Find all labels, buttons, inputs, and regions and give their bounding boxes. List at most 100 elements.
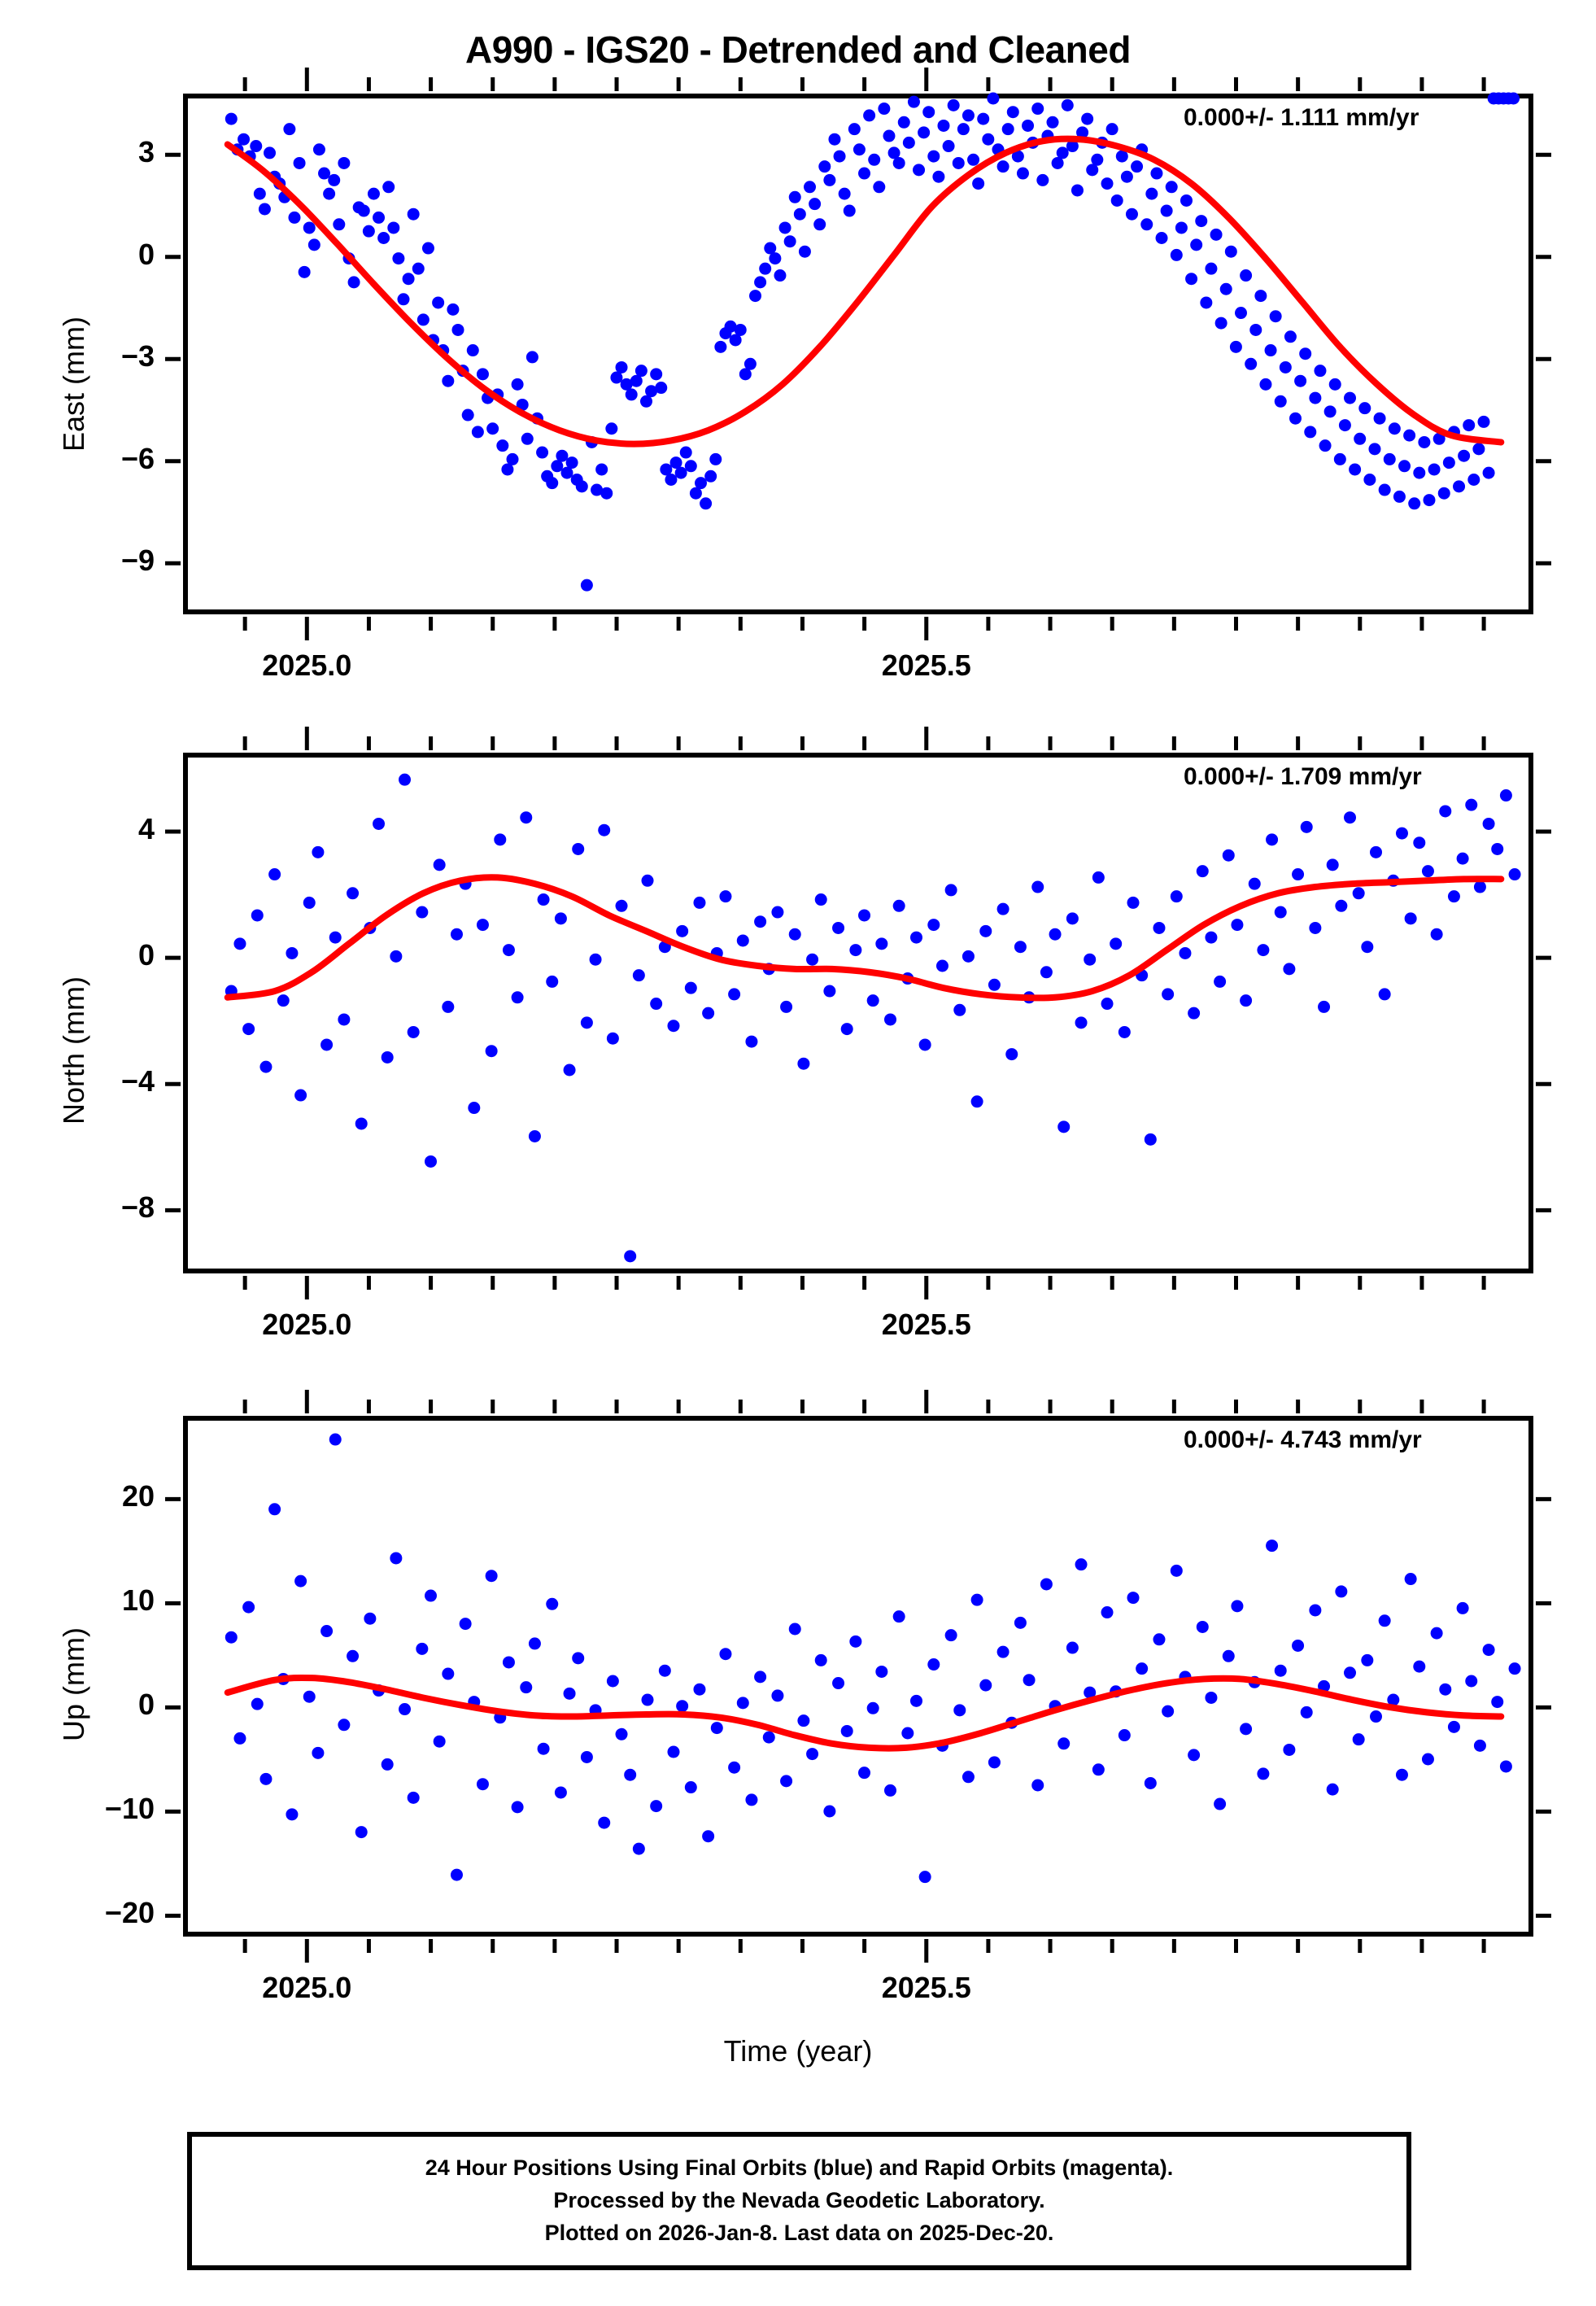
data-point [1101,177,1114,190]
data-point [828,133,841,146]
data-point [1294,374,1307,387]
data-point [1224,245,1237,258]
data-point [1222,1649,1235,1662]
data-point [1344,391,1357,404]
data-point [1447,890,1460,903]
data-point [1188,1007,1201,1020]
data-point [485,1045,498,1058]
data-point [676,924,689,937]
data-point [952,156,965,169]
data-point [506,452,519,465]
data-point [357,204,370,217]
data-point [416,313,430,326]
data-point [251,909,264,922]
data-point [875,1665,888,1678]
data-point [1508,1662,1521,1675]
data-point [390,950,403,963]
data-point [1205,1691,1218,1704]
plot-area-north[interactable] [183,753,1533,1273]
data-point [402,273,415,286]
data-point [1222,849,1235,862]
data-point [1430,928,1443,941]
data-point [259,1772,273,1785]
data-point [1370,1710,1382,1723]
data-point [1205,262,1218,275]
data-point [390,1552,403,1565]
data-point [754,915,767,928]
data-point [1023,1674,1036,1687]
data-point [450,928,463,941]
data-point [1162,1705,1175,1718]
data-point [1482,1644,1495,1657]
plot-area-up[interactable] [183,1416,1533,1937]
data-point [1274,906,1287,919]
data-point [1269,310,1282,323]
data-point [528,1129,541,1142]
data-point [1219,282,1232,295]
data-point [823,1805,836,1818]
data-point [432,296,445,309]
data-point [1309,391,1322,404]
data-point [1413,466,1426,479]
data-point [551,460,564,473]
caption-line-2: Processed by the Nevada Geodetic Laborat… [553,2188,1045,2213]
data-point [407,1025,420,1038]
data-point [442,374,455,387]
data-point [268,1503,281,1516]
data-point [1393,490,1406,503]
data-point [814,1653,827,1666]
data-point [962,109,975,122]
data-point [329,931,342,944]
data-point [1110,194,1123,207]
data-point [676,1700,689,1713]
data-point [1323,405,1337,418]
data-point [1284,330,1297,343]
data-point [1344,811,1357,824]
data-point [442,1000,455,1013]
data-point [1081,112,1094,125]
data-point [1442,456,1455,469]
data-point [724,320,737,333]
data-point [476,1778,489,1791]
data-point [849,1635,862,1648]
data-point [967,153,980,166]
data-point [286,946,299,959]
data-point [1245,357,1258,370]
data-point [1456,1601,1469,1614]
data-point [521,432,534,445]
caption-line-3: Plotted on 2026-Jan-8. Last data on 2025… [544,2220,1054,2245]
x-tick-label: 2025.5 [881,1971,971,2004]
data-point [1482,817,1495,830]
data-point [468,1102,481,1115]
plot-area-east[interactable] [183,92,1533,614]
data-point [922,106,935,119]
data-point [719,890,732,903]
data-point [1453,480,1466,493]
data-point [684,1781,697,1794]
data-point [674,466,687,479]
data-point [1274,1664,1287,1677]
data-point [563,1063,576,1077]
data-point [832,1677,845,1690]
data-point [1075,1558,1088,1571]
data-point [1170,890,1183,903]
data-point [1240,994,1253,1007]
data-point [233,937,246,950]
data-point [328,173,341,186]
data-point [338,1013,351,1026]
data-point [250,140,263,153]
data-point [892,899,905,912]
data-point [1006,106,1019,119]
data-point [1482,466,1495,479]
data-point [1190,238,1203,251]
y-tick-label: 4 [137,811,155,845]
data-point [1240,1723,1253,1736]
data-point [286,1808,299,1821]
data-point [809,198,822,211]
data-point [433,1735,446,1748]
data-point [225,1631,238,1644]
data-point [496,439,509,452]
data-point [1162,988,1175,1001]
data-point [918,1038,931,1051]
